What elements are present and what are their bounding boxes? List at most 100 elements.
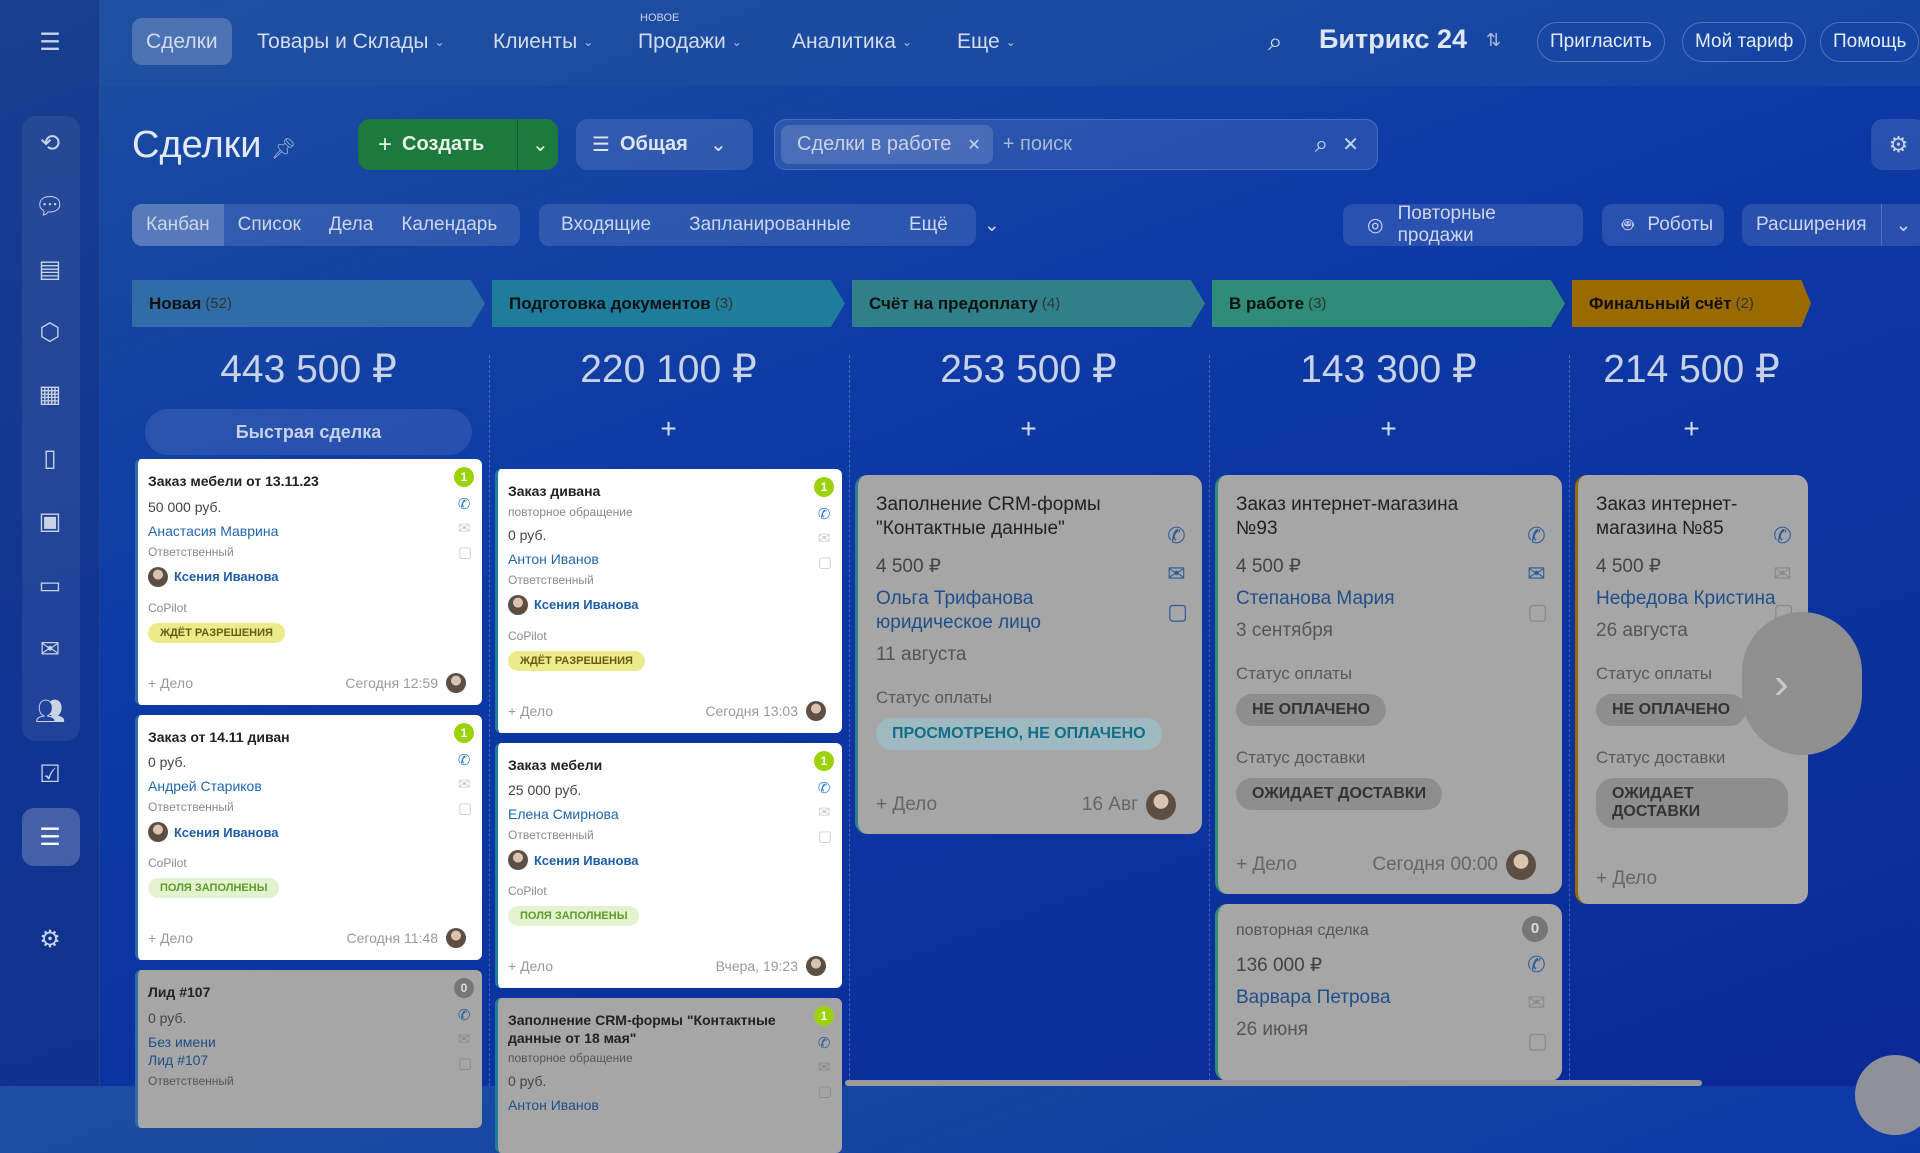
- column-header[interactable]: Финальный счёт(2): [1572, 280, 1811, 327]
- deal-title[interactable]: Заказ от 14.11 диван: [148, 729, 472, 747]
- remove-chip-icon[interactable]: ✕: [967, 135, 980, 155]
- deal-title[interactable]: Заказ интернет-магазина №85: [1596, 493, 1788, 541]
- responsible-user[interactable]: Ксения Иванова: [508, 850, 832, 870]
- responsible-user[interactable]: Ксения Иванова: [148, 822, 472, 842]
- mail-icon[interactable]: ✉: [818, 529, 832, 547]
- nav-sales[interactable]: Продажи⌄: [624, 18, 756, 65]
- create-dropdown-chevron-icon[interactable]: ⌄: [517, 119, 549, 170]
- add-activity-button[interactable]: + Дело: [508, 703, 705, 719]
- nav-clients[interactable]: Клиенты⌄: [479, 18, 607, 65]
- contact-link[interactable]: юридическое лицо: [876, 612, 1182, 634]
- mail-icon[interactable]: ✉: [818, 1058, 832, 1076]
- groups-icon[interactable]: ⬡: [30, 312, 70, 352]
- clear-search-icon[interactable]: ✕: [1342, 132, 1359, 157]
- deal-title[interactable]: Заказ мебели: [508, 757, 832, 775]
- add-deal-plus-icon[interactable]: +: [492, 413, 845, 463]
- add-deal-plus-icon[interactable]: +: [852, 413, 1205, 463]
- nav-products[interactable]: Товары и Склады⌄: [243, 18, 459, 65]
- filter-planned[interactable]: Запланированные: [665, 204, 875, 246]
- help-button[interactable]: Помощь: [1820, 22, 1919, 62]
- chat-icon[interactable]: 💬︎: [30, 186, 70, 226]
- responsible-user[interactable]: Ксения Иванова: [148, 567, 472, 587]
- contact-link[interactable]: Елена Смирнова: [508, 806, 832, 822]
- comment-icon[interactable]: ▢: [1167, 599, 1188, 625]
- column-header[interactable]: В работе(3): [1212, 280, 1565, 327]
- filter-funnel-icon[interactable]: ☰: [30, 817, 70, 857]
- robots-button[interactable]: 🤖︎Роботы: [1602, 204, 1724, 246]
- nav-analytics[interactable]: Аналитика⌄: [778, 18, 926, 65]
- invite-button[interactable]: Пригласить: [1537, 22, 1665, 62]
- contact-link[interactable]: Степанова Мария: [1236, 588, 1542, 610]
- brand-settings-icon[interactable]: ⇅: [1486, 30, 1501, 51]
- nav-deals[interactable]: Сделки: [132, 18, 232, 65]
- add-deal-plus-icon[interactable]: +: [1212, 413, 1565, 463]
- mail-icon[interactable]: ✉: [1773, 561, 1794, 587]
- deal-card[interactable]: ✆✉▢Заполнение CRM-формы "Контактные данн…: [855, 475, 1202, 834]
- phone-icon[interactable]: ✆: [818, 505, 832, 523]
- mail-icon[interactable]: ✉: [818, 803, 832, 821]
- settings-gear-icon[interactable]: ⚙: [1871, 119, 1920, 170]
- comment-icon[interactable]: ▢: [458, 799, 472, 817]
- quick-deal-button[interactable]: Быстрая сделка: [145, 409, 472, 455]
- pin-icon[interactable]: 📌︎: [271, 136, 296, 161]
- chat-widget-button[interactable]: [1855, 1055, 1920, 1135]
- extensions-button[interactable]: Расширения⌄: [1742, 204, 1920, 246]
- phone-icon[interactable]: ✆: [458, 751, 472, 769]
- deal-title[interactable]: Заполнение CRM-формы "Контактные данные …: [508, 1012, 832, 1047]
- contact-link[interactable]: Андрей Стариков: [148, 778, 472, 794]
- filter-chip[interactable]: Сделки в работе✕: [781, 125, 993, 164]
- column-header[interactable]: Новая(52): [132, 280, 485, 327]
- tab-kanban[interactable]: Канбан: [132, 204, 224, 246]
- search-input[interactable]: + поиск: [1003, 133, 1315, 156]
- phone-icon[interactable]: ✆: [458, 495, 472, 513]
- contact-link[interactable]: Анастасия Маврина: [148, 523, 472, 539]
- phone-icon[interactable]: ✆: [1527, 952, 1548, 978]
- add-activity-button[interactable]: + Дело: [508, 958, 716, 974]
- comment-icon[interactable]: ▢: [1527, 599, 1548, 625]
- comment-icon[interactable]: ▢: [458, 543, 472, 561]
- contact-link[interactable]: Антон Иванов: [508, 1097, 832, 1113]
- contact-link[interactable]: Лид #107: [148, 1052, 472, 1068]
- phone-icon[interactable]: ✆: [818, 1034, 832, 1052]
- comment-icon[interactable]: ▢: [818, 1082, 832, 1100]
- comment-icon[interactable]: ▢: [1527, 1028, 1548, 1054]
- documents-icon[interactable]: ▯: [30, 438, 70, 478]
- hamburger-menu-icon[interactable]: ☰: [30, 22, 70, 62]
- filter-incoming[interactable]: Входящие: [547, 204, 665, 246]
- phone-icon[interactable]: ✆: [818, 779, 832, 797]
- tab-list[interactable]: Список: [224, 204, 315, 246]
- mail-icon[interactable]: ✉: [458, 519, 472, 537]
- phone-icon[interactable]: ✆: [1527, 523, 1548, 549]
- feed-icon[interactable]: ⟲: [30, 123, 70, 163]
- tasks-icon[interactable]: ▤: [30, 249, 70, 289]
- deal-card[interactable]: 1✆✉▢Заполнение CRM-формы "Контактные дан…: [495, 998, 842, 1153]
- mail-icon[interactable]: ✉: [1527, 561, 1548, 587]
- add-deal-plus-icon[interactable]: +: [1572, 413, 1811, 463]
- deal-title[interactable]: Лид #107: [148, 984, 472, 1002]
- calendar-icon[interactable]: ▦: [30, 374, 70, 414]
- comment-icon[interactable]: ▢: [818, 827, 832, 845]
- search-icon[interactable]: ⌕: [1268, 26, 1283, 58]
- mail-icon[interactable]: ✉: [1527, 990, 1548, 1016]
- add-activity-button[interactable]: + Дело: [1236, 854, 1372, 876]
- tab-calendar[interactable]: Календарь: [387, 204, 511, 246]
- search-icon[interactable]: ⌕: [1315, 131, 1328, 159]
- filter-more[interactable]: Ещё⌄: [875, 204, 1028, 246]
- phone-icon[interactable]: ✆: [458, 1006, 472, 1024]
- create-button[interactable]: + Создать ⌄: [358, 119, 558, 170]
- responsible-user[interactable]: Ксения Иванова: [508, 595, 832, 615]
- board-icon[interactable]: ▣: [30, 501, 70, 541]
- nav-more[interactable]: Еще⌄: [943, 18, 1030, 65]
- deal-title[interactable]: Заказ мебели от 13.11.23: [148, 473, 472, 491]
- scroll-right-button[interactable]: ›: [1742, 612, 1862, 755]
- checklist-icon[interactable]: ☑: [30, 754, 70, 794]
- add-activity-button[interactable]: + Дело: [148, 675, 345, 691]
- comment-icon[interactable]: ▢: [458, 1054, 472, 1072]
- contacts-icon[interactable]: 👥︎: [30, 691, 70, 731]
- add-activity-button[interactable]: + Дело: [876, 794, 1082, 816]
